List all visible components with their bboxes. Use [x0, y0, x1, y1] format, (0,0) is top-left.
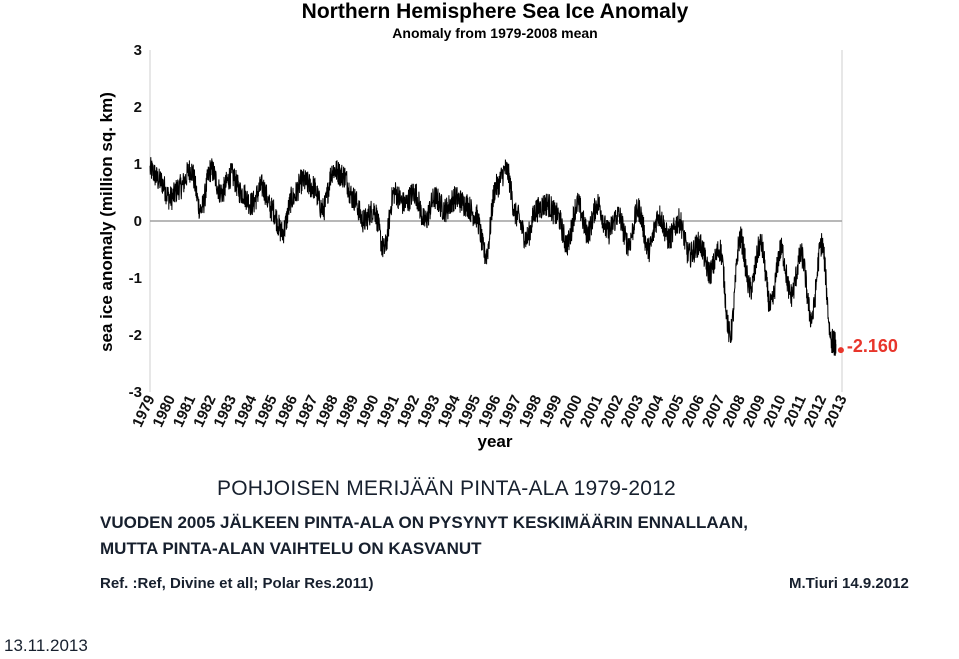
end-value-label: -2.160 [847, 336, 898, 356]
sea-ice-anomaly-chart: Northern Hemisphere Sea Ice Anomaly Anom… [97, 0, 898, 451]
series-line [149, 157, 837, 356]
reference-citation: Ref. :Ref, Divine et all; Polar Res.2011… [100, 575, 374, 592]
slide-body-line-1: VUODEN 2005 JÄLKEEN PINTA-ALA ON PYSYNYT… [100, 513, 748, 532]
slide-headline: POHJOISEN MERIJÄÄN PINTA-ALA 1979-2012 [217, 477, 676, 500]
y-tick-label: -2 [129, 327, 142, 344]
y-axis-label: sea ice anomaly (million sq. km) [97, 92, 116, 352]
y-tick-label: 1 [134, 156, 142, 173]
slide-body-line-2: MUTTA PINTA-ALAN VAIHTELU ON KASVANUT [100, 539, 482, 558]
y-tick-label: 3 [134, 42, 142, 59]
end-point-marker [837, 347, 844, 354]
author-date: M.Tiuri 14.9.2012 [789, 575, 909, 592]
slide-date: 13.11.2013 [4, 636, 88, 655]
chart-subtitle: Anomaly from 1979-2008 mean [392, 25, 597, 41]
y-tick-label: -1 [129, 270, 142, 287]
x-axis-label: year [478, 432, 513, 451]
y-ticks: 3 2 1 0 -1 -2 -3 [129, 42, 142, 401]
y-tick-label: 2 [134, 99, 142, 116]
y-tick-label: 0 [134, 213, 142, 230]
x-ticks: 1979198019811982198319841985198619871988… [129, 392, 851, 430]
chart-title: Northern Hemisphere Sea Ice Anomaly [302, 0, 689, 23]
y-tick-label: -3 [129, 384, 142, 401]
